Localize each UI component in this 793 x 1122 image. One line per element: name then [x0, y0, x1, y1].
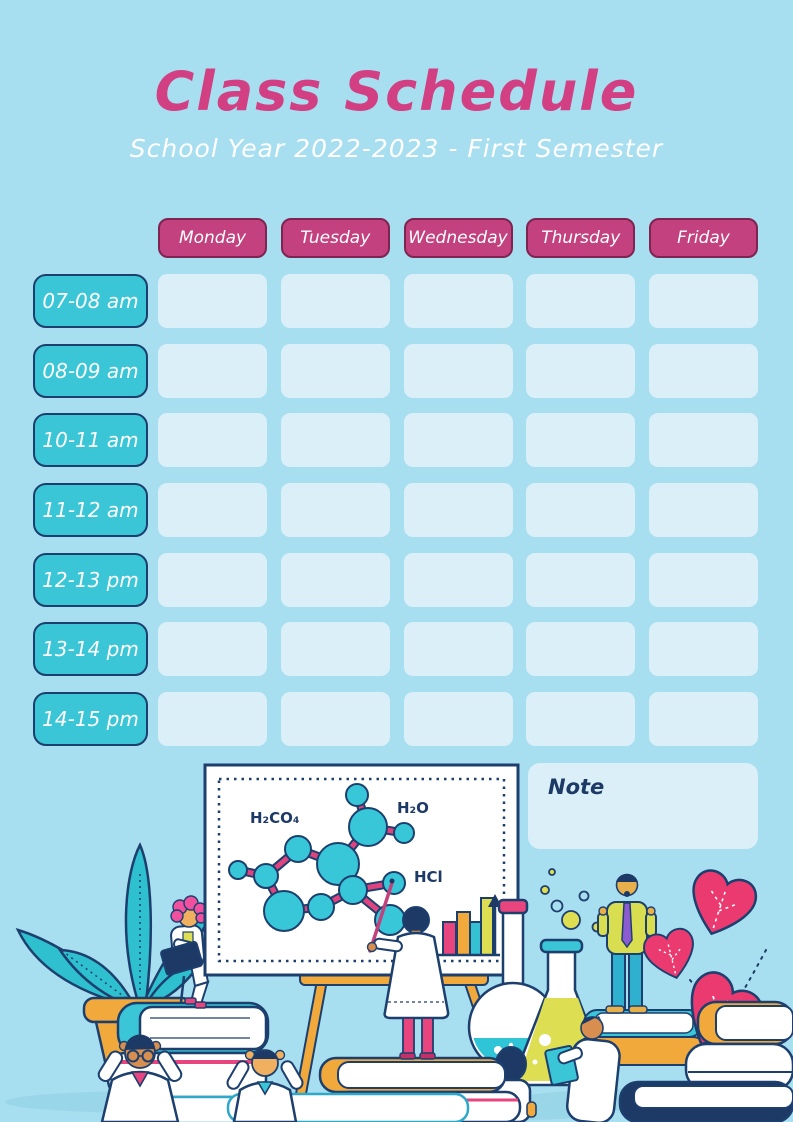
schedule-cell[interactable]	[649, 483, 758, 538]
schedule-cell[interactable]	[649, 692, 758, 747]
molecule-atoms	[228, 783, 415, 936]
time-label: 07-08 am	[33, 274, 148, 328]
schedule-cell[interactable]	[403, 343, 513, 398]
heart-leaf	[692, 869, 758, 936]
schedule-cell[interactable]	[403, 552, 513, 607]
schedule-cell[interactable]	[158, 622, 267, 677]
schedule-cell[interactable]	[403, 274, 513, 328]
molecule-diagram: H₂CO₄ H₂O HCl	[228, 783, 443, 936]
note-box[interactable]: Note	[528, 763, 758, 849]
schedule-cell[interactable]	[280, 622, 390, 677]
page-title: Class Schedule	[154, 60, 639, 123]
schedule-cell[interactable]	[158, 413, 267, 468]
schedule-cell[interactable]	[280, 274, 390, 328]
student-reading	[544, 1016, 621, 1122]
time-label: 08-09 am	[33, 343, 148, 398]
schedule-cell[interactable]	[526, 343, 636, 398]
schedule-cell[interactable]	[158, 552, 267, 607]
schedule-grid	[158, 274, 758, 747]
schedule-cell[interactable]	[280, 692, 390, 747]
day-header-wednesday: Wednesday	[403, 218, 513, 258]
formula-h2o: H₂O	[397, 799, 429, 817]
schedule-cell[interactable]	[403, 483, 513, 538]
schedule-cell[interactable]	[649, 274, 758, 328]
scientist-hands-on-head	[226, 1049, 304, 1122]
schedule-cell[interactable]	[158, 274, 267, 328]
schedule-cell[interactable]	[280, 343, 390, 398]
chemistry-classroom-illustration: H₂CO₄ H₂O HCl	[5, 763, 793, 1122]
schedule-cell[interactable]	[280, 552, 390, 607]
formula-h2co4: H₂CO₄	[250, 809, 299, 827]
schedule-cell[interactable]	[649, 413, 758, 468]
page-subtitle: School Year 2022-2023 - First Semester	[129, 134, 664, 163]
schedule-cell[interactable]	[403, 692, 513, 747]
time-label: 11-12 am	[33, 483, 148, 538]
schedule-cell[interactable]	[403, 622, 513, 677]
whiteboard: H₂CO₄ H₂O HCl	[203, 763, 520, 977]
schedule-cell[interactable]	[158, 343, 267, 398]
schedule-cell[interactable]	[526, 413, 636, 468]
schedule-cell[interactable]	[649, 622, 758, 677]
schedule-cell[interactable]	[280, 483, 390, 538]
schedule-cell[interactable]	[526, 692, 636, 747]
schedule-cell[interactable]	[158, 483, 267, 538]
teacher-book-stack	[226, 1056, 522, 1122]
time-label: 14-15 pm	[33, 692, 148, 747]
right-book-stack	[618, 1000, 793, 1122]
note-label: Note	[548, 775, 605, 799]
schedule-cell[interactable]	[526, 552, 636, 607]
scientist-glasses	[97, 1034, 183, 1122]
day-header-thursday: Thursday	[526, 218, 636, 258]
time-label: 10-11 am	[33, 413, 148, 468]
schedule-cell[interactable]	[158, 692, 267, 747]
day-header-monday: Monday	[158, 218, 267, 258]
schedule-cell[interactable]	[649, 552, 758, 607]
time-label: 12-13 pm	[33, 552, 148, 607]
schedule-cell[interactable]	[649, 343, 758, 398]
schedule-cell[interactable]	[526, 274, 636, 328]
whiteboard-bar-chart	[438, 894, 502, 957]
day-header-row: Monday Tuesday Wednesday Thursday Friday	[158, 218, 758, 258]
schedule-cell[interactable]	[280, 413, 390, 468]
day-header-friday: Friday	[649, 218, 758, 258]
day-header-tuesday: Tuesday	[280, 218, 390, 258]
time-label-column: 07-08 am 08-09 am 10-11 am 11-12 am 12-13 pm…	[33, 274, 148, 747]
time-label: 13-14 pm	[33, 622, 148, 677]
schedule-cell[interactable]	[526, 622, 636, 677]
heart-leaf	[643, 927, 694, 980]
schedule-cell[interactable]	[403, 413, 513, 468]
formula-hcl: HCl	[414, 868, 443, 886]
schedule-cell[interactable]	[526, 483, 636, 538]
teacher-pointing	[366, 878, 450, 1060]
